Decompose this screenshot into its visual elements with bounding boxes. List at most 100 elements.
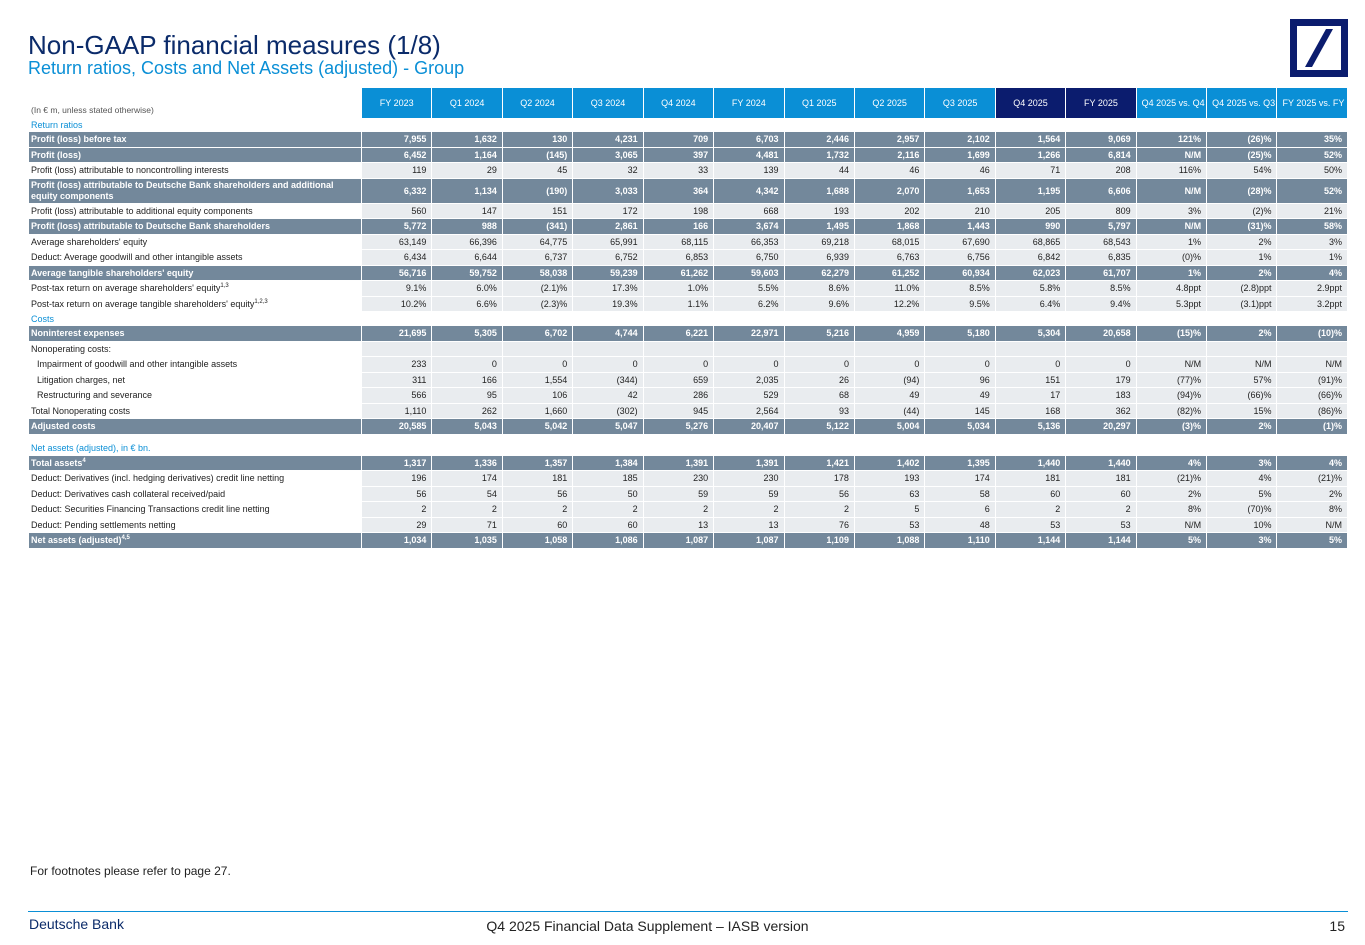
table-cell: N/M (1277, 517, 1347, 533)
table-cell: 60 (995, 486, 1066, 502)
table-cell: 1,087 (643, 533, 714, 549)
table-cell: 1,384 (573, 455, 643, 471)
table-cell: 10% (1207, 517, 1277, 533)
table-cell: 59 (714, 486, 784, 502)
table-cell: 2,861 (573, 219, 643, 235)
table-cell: 21,695 (362, 326, 432, 342)
table-cell (1207, 341, 1277, 357)
table-cell: 60 (1066, 486, 1136, 502)
row-label: Average tangible shareholders' equity (29, 265, 361, 281)
table-cell (1066, 341, 1136, 357)
row-label-text: Deduct: Derivatives cash collateral rece… (31, 488, 226, 499)
table-cell: (70)% (1207, 502, 1277, 518)
table-cell: 0 (432, 357, 502, 373)
table-cell: 5,797 (1066, 219, 1136, 235)
table-cell: 106 (502, 388, 573, 404)
table-row: Profit (loss) attributable to noncontrol… (29, 163, 1347, 179)
row-label-text: Total Nonoperating costs (31, 405, 131, 416)
table-cell: 33 (643, 163, 714, 179)
table-cell: 262 (432, 403, 502, 419)
row-label-text: Deduct: Pending settlements netting (31, 519, 176, 530)
table-cell: N/M (1207, 357, 1277, 373)
table-cell: 35% (1277, 132, 1347, 148)
table-cell: (0)% (1136, 250, 1207, 266)
table-cell: 5,216 (784, 326, 854, 342)
table-cell: (2.8)ppt (1207, 281, 1277, 297)
table-cell: 1,110 (925, 533, 995, 549)
table-cell: 193 (854, 471, 925, 487)
table-cell: (341) (502, 219, 573, 235)
table-cell: 1% (1207, 250, 1277, 266)
table-row: Total Nonoperating costs 1,110 262 1,660 (30… (29, 403, 1347, 419)
row-label: Impairment of goodwill and other intangi… (29, 357, 361, 373)
table-row: Adjusted costs 20,585 5,043 5,042 5,047 5,276… (29, 419, 1347, 435)
table-cell: 61,262 (643, 265, 714, 281)
table-cell: 1,087 (714, 533, 784, 549)
table-cell: 66,396 (432, 234, 502, 250)
row-label: Deduct: Average goodwill and other intan… (29, 250, 361, 266)
row-label-text: Total assets (31, 457, 83, 468)
table-row: Total assets4 1,317 1,336 1,357 1,384 1,391 1,… (29, 455, 1347, 471)
table-cell: (21)% (1277, 471, 1347, 487)
table-cell: 166 (643, 219, 714, 235)
table-body: Return ratios Profit (loss) before tax 7,9… (29, 118, 1347, 549)
table-cell: 5,180 (925, 326, 995, 342)
table-cell (362, 341, 432, 357)
table-cell: 0 (1066, 357, 1136, 373)
table-cell: 6,221 (643, 326, 714, 342)
table-cell: 10.2% (362, 296, 432, 312)
table-cell: (44) (854, 403, 925, 419)
table-cell: 1,144 (995, 533, 1066, 549)
table-cell: 60 (502, 517, 573, 533)
table-cell: 52% (1277, 147, 1347, 163)
footnote-reference: 1,2,3 (254, 298, 268, 305)
table-cell: 3.2ppt (1277, 296, 1347, 312)
row-label: Noninterest expenses (29, 326, 361, 342)
table-cell: 0 (995, 357, 1066, 373)
column-header: Q2 2024 (502, 88, 573, 118)
table-cell: 3% (1277, 234, 1347, 250)
table-cell: 1,035 (432, 533, 502, 549)
table-cell: 116% (1136, 163, 1207, 179)
table-cell: 5,276 (643, 419, 714, 435)
table-cell: 68 (784, 388, 854, 404)
table-cell: 1,144 (1066, 533, 1136, 549)
table-cell: 54 (432, 486, 502, 502)
table-cell: 6,763 (854, 250, 925, 266)
table-cell: 6,434 (362, 250, 432, 266)
table-cell: 29 (432, 163, 502, 179)
table-cell: 50 (573, 486, 643, 502)
row-label: Total Nonoperating costs (29, 403, 361, 419)
table-cell: (77)% (1136, 372, 1207, 388)
table-cell: 990 (995, 219, 1066, 235)
table-cell: 63 (854, 486, 925, 502)
table-cell (784, 341, 854, 357)
row-label-text: Profit (loss) attributable to Deutsche B… (31, 179, 334, 201)
table-cell: N/M (1136, 147, 1207, 163)
table-cell: 1,688 (784, 178, 854, 204)
row-label: Deduct: Derivatives (incl. hedging deriv… (29, 471, 361, 487)
table-cell: 1,391 (643, 455, 714, 471)
row-label: Deduct: Securities Financing Transaction… (29, 502, 361, 518)
table-cell: 709 (643, 132, 714, 148)
table-cell: 7,955 (362, 132, 432, 148)
table-cell: 6,737 (502, 250, 573, 266)
table-row: Net assets (adjusted)4,5 1,034 1,035 1,058 1… (29, 533, 1347, 549)
table-cell: 2% (1277, 486, 1347, 502)
row-label-text: Restructuring and severance (37, 390, 153, 401)
table-cell: 0 (784, 357, 854, 373)
section-heading: Costs (29, 312, 1347, 326)
table-cell: (190) (502, 178, 573, 204)
table-cell: 8.6% (784, 281, 854, 297)
section-heading-row: Costs (29, 312, 1347, 326)
table-cell: (66)% (1207, 388, 1277, 404)
table-cell: 11.0% (854, 281, 925, 297)
table-cell: 46 (854, 163, 925, 179)
table-cell: (3)% (1136, 419, 1207, 435)
row-label-text: Average tangible shareholders' equity (31, 267, 194, 278)
table-cell (995, 341, 1066, 357)
table-cell: 45 (502, 163, 573, 179)
table-cell: 2 (714, 502, 784, 518)
table-cell: 6,814 (1066, 147, 1136, 163)
table-cell: 4% (1207, 471, 1277, 487)
